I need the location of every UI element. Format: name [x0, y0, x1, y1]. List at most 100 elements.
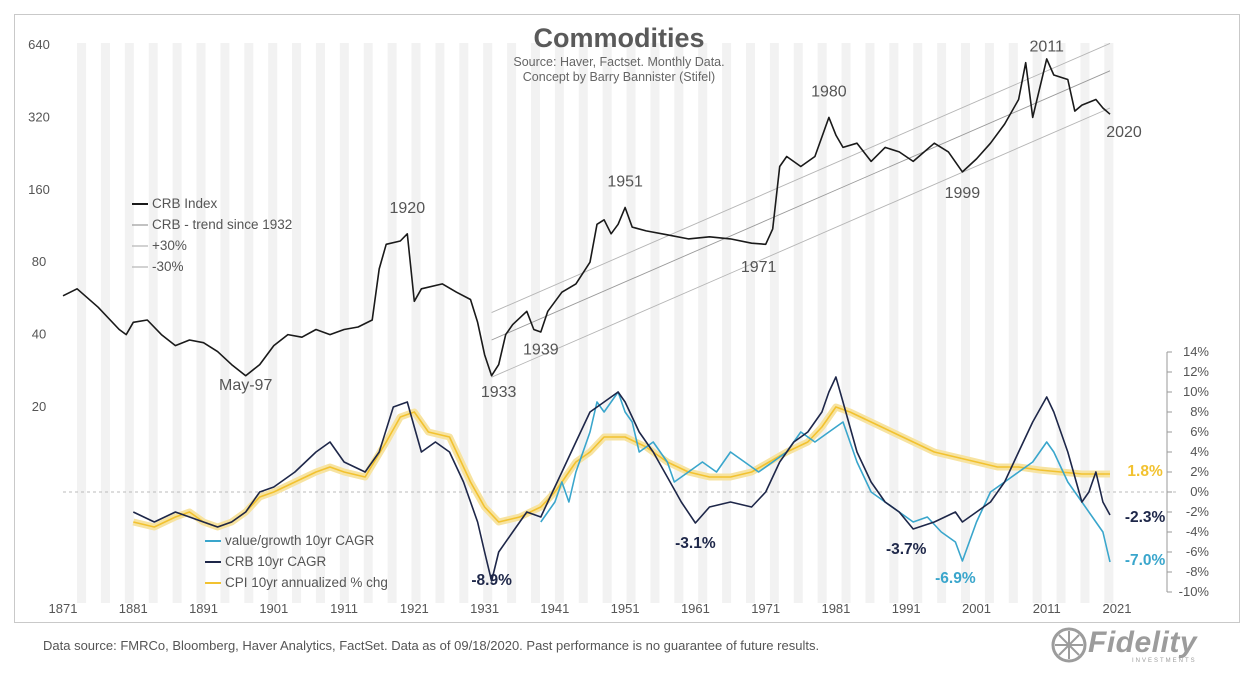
pct-label: -8.9% [471, 572, 512, 589]
background-band [1008, 43, 1018, 603]
background-band [363, 43, 373, 603]
fidelity-wordmark: Fidelity [1088, 626, 1198, 659]
background-band [554, 43, 564, 603]
series-line-crb-trend-since-1932 [491, 70, 1111, 341]
background-band [817, 43, 827, 603]
background-band [124, 43, 134, 603]
annotation-label: 1920 [390, 200, 426, 217]
background-band [220, 43, 230, 603]
background-band [841, 43, 851, 603]
x-axis-tick-label: 2001 [962, 601, 991, 616]
background-band [650, 43, 660, 603]
series-line-cpi-10yr-annualized-chg [133, 406, 1110, 528]
background-band [387, 43, 397, 603]
background-band [148, 43, 158, 603]
annotation-label: May-97 [219, 377, 272, 394]
background-band [1080, 43, 1090, 603]
background-band [1104, 43, 1114, 603]
background-band [865, 43, 875, 603]
background-band [984, 43, 994, 603]
legend-label: CRB - trend since 1932 [152, 217, 292, 232]
right-axis-tick-label: -4% [1186, 524, 1210, 539]
chart-frame: 2011 1980 1951 1920 2020 1999 1971 1939 1933 May-… [14, 14, 1240, 623]
x-axis-tick-label: 1991 [892, 601, 921, 616]
chart-subtitle-1: Source: Haver, Factset. Monthly Data. [513, 55, 724, 69]
pct-label: -7.0% [1125, 552, 1166, 569]
series-line-crb-10yr-cagr [132, 376, 1111, 582]
background-band [793, 43, 803, 603]
fidelity-logo: Fidelity INVESTMENTS [1048, 624, 1228, 664]
legend-label: CRB Index [152, 196, 218, 211]
series-layer [62, 42, 1111, 582]
background-band [961, 43, 971, 603]
annotation-layer: 2011 1980 1951 1920 2020 1999 1971 1939 1933 May-… [219, 39, 1166, 589]
legend-label: value/growth 10yr CAGR [225, 533, 375, 548]
annotation-label: 1939 [523, 342, 559, 359]
background-band [435, 43, 445, 603]
footer-note: Data source: FMRCo, Bloomberg, Haver Ana… [43, 638, 820, 653]
background-band [77, 43, 87, 603]
right-axis-tick-label: -10% [1179, 584, 1210, 599]
x-axis-tick-label: 1901 [259, 601, 288, 616]
legend-label: +30% [152, 238, 187, 253]
background-band [530, 43, 540, 603]
left-axis-tick-label: 640 [28, 37, 50, 52]
pct-label: -2.3% [1125, 509, 1166, 526]
background-band [1032, 43, 1042, 603]
x-axis-tick-label: 2011 [1033, 601, 1061, 616]
background-band [339, 43, 349, 603]
annotation-label: 2011 [1030, 39, 1065, 56]
x-axis-tick-label: 1871 [49, 601, 78, 616]
background-band [722, 43, 732, 603]
pct-label: -3.1% [675, 535, 716, 552]
background-band [745, 43, 755, 603]
x-axis-tick-label: 1951 [611, 601, 640, 616]
pct-label: -3.7% [886, 541, 927, 558]
background-band [172, 43, 182, 603]
legend-label: CPI 10yr annualized % chg [225, 575, 388, 590]
right-axis-tick-label: -2% [1186, 504, 1210, 519]
left-axis-tick-label: 40 [32, 327, 46, 342]
fidelity-tagline: INVESTMENTS [1132, 658, 1197, 664]
background-band [602, 43, 612, 603]
right-axis-tick-label: 14% [1183, 344, 1209, 359]
legend-label: -30% [152, 259, 184, 274]
chart-title: Commodities [533, 23, 704, 53]
legend-label: CRB 10yr CAGR [225, 554, 327, 569]
pct-label: -6.9% [935, 570, 976, 587]
x-axis-tick-label: 1981 [821, 601, 850, 616]
background-band [913, 43, 923, 603]
annotation-label: 2020 [1106, 124, 1142, 141]
background-band [411, 43, 421, 603]
background-band [268, 43, 278, 603]
background-band [315, 43, 325, 603]
annotation-label: 1971 [741, 259, 777, 276]
legend-top: CRB Index CRB - trend since 1932 +30% -30% [132, 196, 292, 274]
annotation-label: 1951 [607, 174, 643, 191]
series-line-value-growth-10yr-cagr [540, 391, 1111, 563]
legend-bottom: value/growth 10yr CAGR CRB 10yr CAGR CPI 1… [205, 533, 388, 590]
right-axis-tick-label: 10% [1183, 384, 1209, 399]
commodities-chart: 2011 1980 1951 1920 2020 1999 1971 1939 1933 May-… [28, 23, 1210, 616]
right-axis-tick-label: 2% [1190, 464, 1209, 479]
background-band [459, 43, 469, 603]
annotation-label: 1933 [481, 384, 517, 401]
x-axis-tick-label: 2021 [1103, 601, 1132, 616]
x-axis-tick-label: 1921 [400, 601, 429, 616]
background-band [483, 43, 493, 603]
background-band [244, 43, 254, 603]
pct-label: 1.8% [1127, 463, 1163, 480]
right-axis-tick-label: 4% [1190, 444, 1209, 459]
background-band [1056, 43, 1066, 603]
left-axis-tick-label: 160 [28, 182, 50, 197]
x-axis-tick-label: 1941 [540, 601, 569, 616]
series-line-crb-index [62, 58, 1111, 377]
left-axis-tick-label: 80 [32, 254, 46, 269]
x-axis-tick-label: 1891 [189, 601, 218, 616]
right-axis-tick-label: 6% [1190, 424, 1209, 439]
background-band [769, 43, 779, 603]
fidelity-seal-icon [1051, 627, 1087, 663]
left-axis-tick-label: 320 [28, 109, 50, 124]
right-axis-tick-label: -8% [1186, 564, 1210, 579]
background-band [937, 43, 947, 603]
